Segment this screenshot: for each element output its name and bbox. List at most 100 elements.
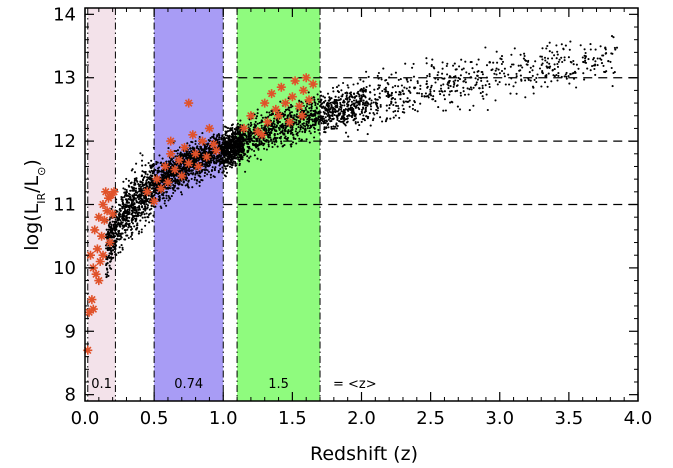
galaxy-dot xyxy=(322,115,325,118)
galaxy-dot xyxy=(430,65,433,68)
galaxy-dot xyxy=(256,157,259,160)
galaxy-dot xyxy=(205,168,208,171)
galaxy-dot xyxy=(301,130,304,133)
galaxy-dot xyxy=(112,227,115,231)
galaxy-dot xyxy=(394,84,397,87)
galaxy-dot xyxy=(332,90,335,93)
galaxy-dot xyxy=(583,54,586,57)
galaxy-dot xyxy=(185,170,188,173)
galaxy-dot xyxy=(114,252,117,256)
galaxy-dot xyxy=(600,58,603,61)
galaxy-dot xyxy=(150,193,153,196)
galaxy-dot xyxy=(229,153,232,156)
galaxy-dot xyxy=(149,164,152,167)
galaxy-dot xyxy=(324,121,327,125)
galaxy-dot xyxy=(406,80,409,83)
galaxy-dot xyxy=(378,86,381,89)
galaxy-dot xyxy=(586,67,589,70)
galaxy-dot xyxy=(205,147,208,150)
galaxy-dot xyxy=(369,91,372,94)
galaxy-dot xyxy=(333,127,336,130)
galaxy-dot xyxy=(456,84,459,87)
galaxy-dot xyxy=(304,108,308,111)
galaxy-dot xyxy=(130,233,133,236)
galaxy-dot xyxy=(185,150,188,153)
galaxy-dot xyxy=(351,96,354,99)
galaxy-dot xyxy=(125,218,128,221)
galaxy-dot xyxy=(349,108,352,111)
galaxy-dot xyxy=(442,94,446,97)
galaxy-dot xyxy=(249,155,252,158)
galaxy-dot xyxy=(523,52,526,55)
galaxy-dot xyxy=(449,90,452,93)
galaxy-dot xyxy=(208,146,211,149)
galaxy-dot xyxy=(444,109,447,112)
selected-galaxy-marker xyxy=(177,171,187,181)
galaxy-dot xyxy=(133,197,136,200)
galaxy-dot xyxy=(337,84,340,87)
galaxy-dot xyxy=(430,94,433,97)
galaxy-dot xyxy=(152,170,156,173)
galaxy-dot xyxy=(125,216,128,219)
galaxy-dot xyxy=(109,260,112,263)
galaxy-dot xyxy=(139,195,142,199)
galaxy-dot xyxy=(295,119,298,122)
selected-galaxy-marker xyxy=(184,158,194,168)
galaxy-dot xyxy=(392,110,395,113)
galaxy-dot xyxy=(594,48,597,51)
galaxy-dot xyxy=(229,147,232,150)
galaxy-dot xyxy=(140,185,143,188)
galaxy-dot xyxy=(486,80,489,83)
galaxy-dot xyxy=(133,225,136,228)
galaxy-dot xyxy=(615,46,619,49)
galaxy-dot xyxy=(245,140,249,143)
galaxy-dot xyxy=(201,179,204,182)
galaxy-dot xyxy=(245,134,248,137)
galaxy-dot xyxy=(544,75,547,78)
galaxy-dot xyxy=(119,237,122,241)
galaxy-dot xyxy=(596,64,599,67)
galaxy-dot xyxy=(107,255,110,258)
galaxy-dot xyxy=(141,178,145,181)
galaxy-dot xyxy=(297,126,300,129)
galaxy-dot xyxy=(268,114,271,117)
galaxy-dot xyxy=(434,100,437,103)
galaxy-dot xyxy=(280,125,283,128)
galaxy-dot xyxy=(224,167,227,170)
galaxy-dot xyxy=(610,35,614,38)
galaxy-dot xyxy=(160,173,163,176)
galaxy-dot xyxy=(369,105,373,108)
galaxy-dot xyxy=(539,55,542,58)
galaxy-dot xyxy=(209,151,212,154)
galaxy-dot xyxy=(276,133,279,136)
galaxy-dot xyxy=(360,120,363,123)
galaxy-dot xyxy=(290,111,293,114)
galaxy-dot xyxy=(190,169,193,172)
galaxy-dot xyxy=(532,92,535,95)
galaxy-dot xyxy=(288,112,291,115)
galaxy-dot xyxy=(471,67,474,70)
galaxy-dot xyxy=(234,128,237,131)
galaxy-dot xyxy=(336,104,339,107)
galaxy-dot xyxy=(519,53,522,56)
galaxy-dot xyxy=(291,105,294,108)
galaxy-dot xyxy=(140,159,144,162)
galaxy-dot xyxy=(114,218,117,221)
galaxy-dot xyxy=(433,89,436,93)
galaxy-dot xyxy=(402,108,405,111)
galaxy-dot xyxy=(253,149,256,153)
galaxy-dot xyxy=(437,106,440,109)
galaxy-dot xyxy=(360,99,363,103)
galaxy-dot xyxy=(213,157,216,160)
galaxy-dot xyxy=(234,150,238,153)
galaxy-dot xyxy=(397,93,401,96)
galaxy-dot xyxy=(335,127,338,130)
galaxy-dot xyxy=(331,127,335,130)
galaxy-dot xyxy=(121,196,124,199)
galaxy-dot xyxy=(405,87,408,90)
galaxy-dot xyxy=(563,75,566,78)
galaxy-dot xyxy=(225,142,228,145)
galaxy-dot xyxy=(359,78,362,81)
galaxy-dot xyxy=(441,77,444,80)
x-tick-label: 3.5 xyxy=(555,408,584,429)
